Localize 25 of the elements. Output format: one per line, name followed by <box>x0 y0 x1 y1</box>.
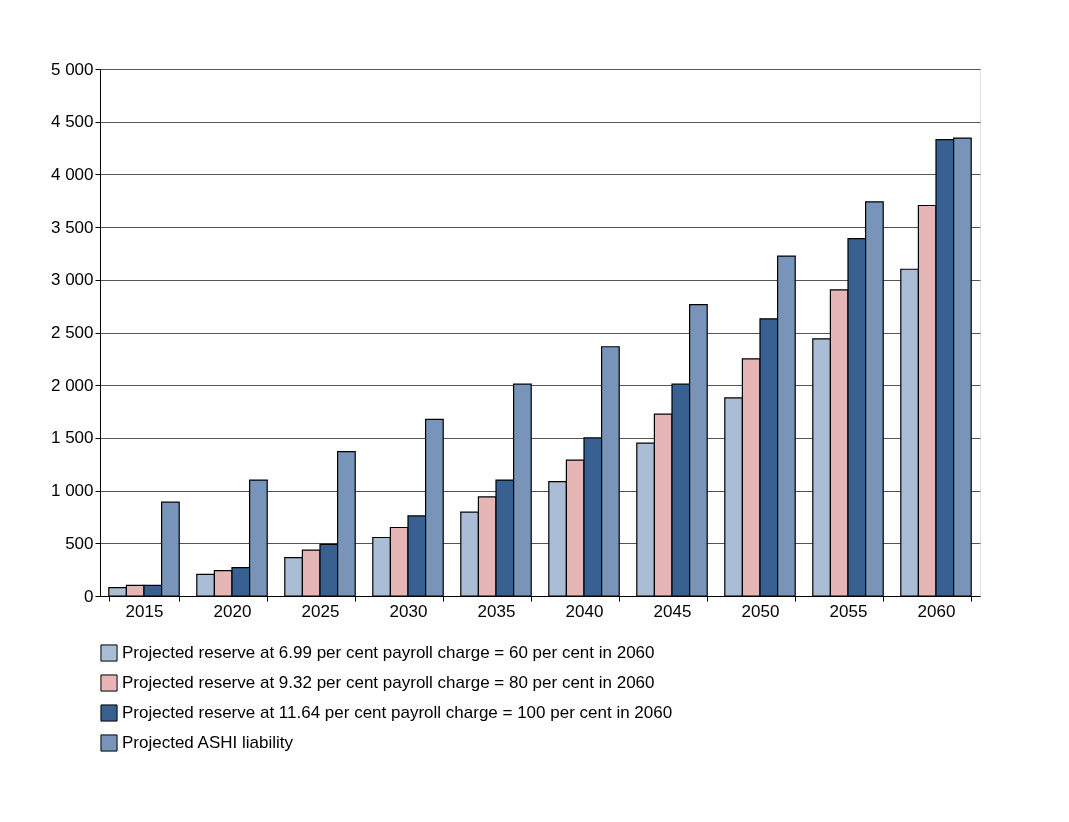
x-tick-label: 2040 <box>565 601 604 621</box>
legend-label: Projected ASHI liability <box>122 733 294 752</box>
legend-label: Projected reserve at 9.32 per cent payroll charge = 80 per cent in 2060 <box>122 673 655 692</box>
x-tick-label: 2060 <box>917 601 956 621</box>
y-tick-label: 1 000 <box>50 481 94 501</box>
y-tick-label: 3 000 <box>50 270 94 290</box>
y-tick-label: 500 <box>65 533 94 553</box>
y-tick-label: 5 000 <box>50 59 94 79</box>
x-tick-label: 2035 <box>477 601 516 621</box>
y-tick-label: 2 000 <box>50 375 94 395</box>
x-tick-label: 2050 <box>741 601 780 621</box>
x-tick-label: 2015 <box>125 601 164 621</box>
y-tick-label: 4 000 <box>50 164 94 184</box>
legend-label: Projected reserve at 6.99 per cent payroll charge = 60 per cent in 2060 <box>122 643 655 662</box>
y-tick-label: 4 500 <box>50 112 94 132</box>
x-tick-label: 2020 <box>213 601 252 621</box>
x-tick-label: 2030 <box>389 601 428 621</box>
x-tick-label: 2045 <box>653 601 692 621</box>
x-tick-label: 2055 <box>829 601 868 621</box>
y-tick-label: 3 500 <box>50 217 94 237</box>
y-tick-label: 2 500 <box>50 323 94 342</box>
y-tick-label: 1 500 <box>50 428 94 448</box>
legend-label: Projected reserve at 11.64 per cent payroll charge = 100 per cent in 2060 <box>122 703 673 722</box>
x-tick-label: 2025 <box>301 601 340 621</box>
y-tick-label: 0 <box>84 586 94 606</box>
